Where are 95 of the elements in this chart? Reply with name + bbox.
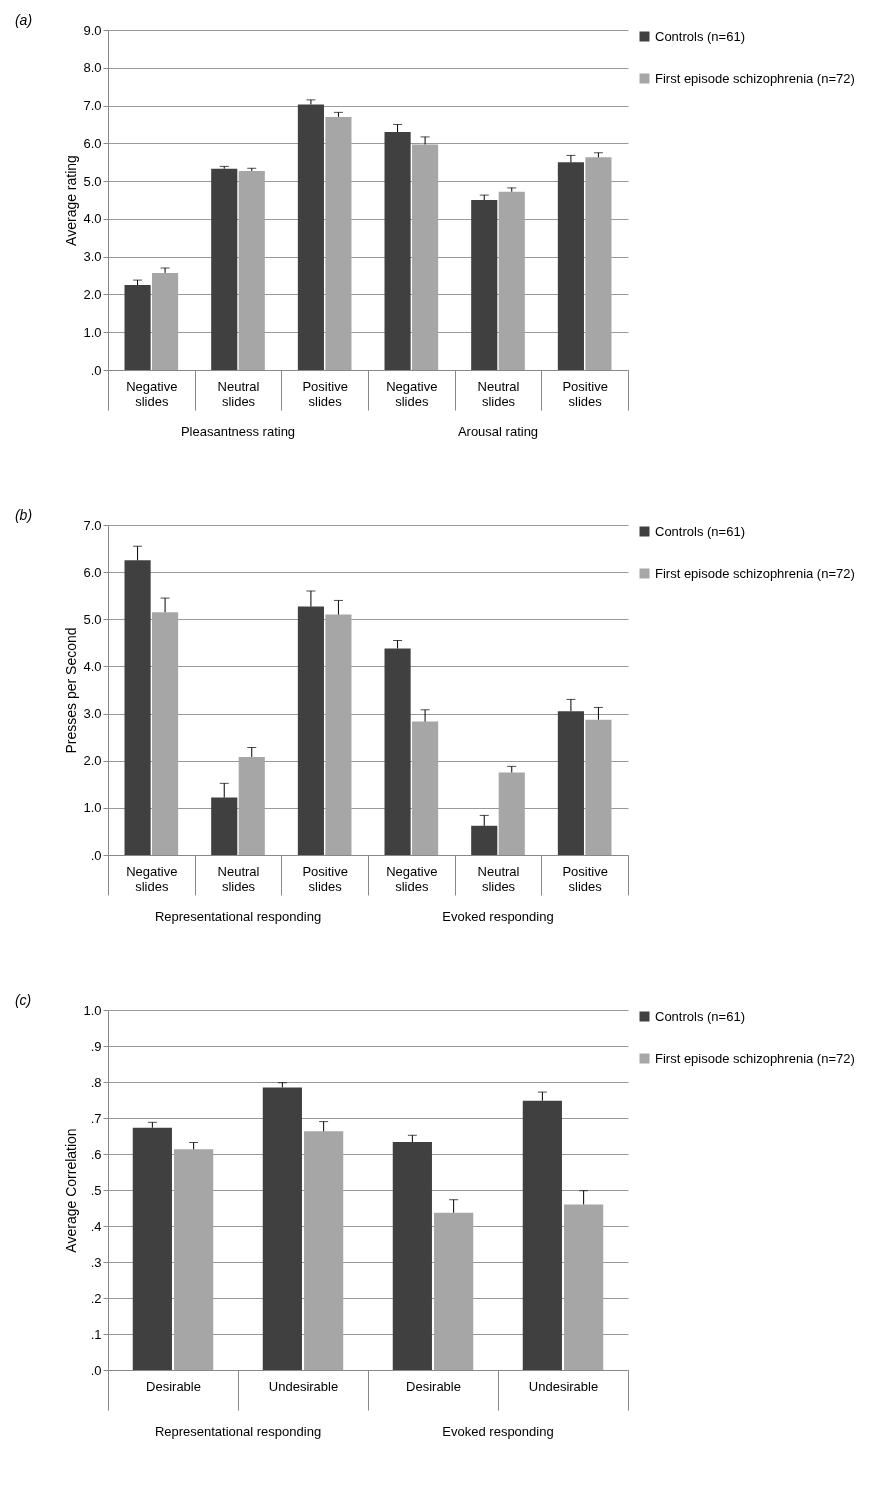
- y-tick-label: 5.0: [83, 173, 102, 189]
- legend-label: First episode schizophrenia (n=72): [655, 70, 855, 86]
- bar: [262, 1087, 302, 1370]
- y-tick-label: 7.0: [83, 517, 102, 533]
- bar: [498, 772, 525, 855]
- bar: [297, 606, 324, 855]
- y-tick-label: 2.0: [83, 286, 102, 302]
- x-tick-label: Undesirable: [268, 1378, 339, 1394]
- legend-label: First episode schizophrenia (n=72): [655, 565, 855, 581]
- bar: [585, 157, 612, 370]
- y-axis-title: Average Correlation: [63, 1128, 80, 1253]
- bar: [412, 721, 439, 855]
- chart-title: (c): [14, 992, 32, 1008]
- x-tick-label: Desirable: [146, 1378, 201, 1394]
- y-tick-label: .5: [90, 1182, 102, 1198]
- y-tick-label: 2.0: [83, 753, 102, 769]
- y-axis-title: Average rating: [63, 155, 80, 246]
- x-tick-label: Desirable: [406, 1378, 461, 1394]
- bar: [124, 560, 151, 855]
- y-tick-label: .2: [90, 1290, 102, 1306]
- bar: [557, 711, 584, 855]
- bar: [238, 170, 265, 370]
- text: Evoked responding: [442, 909, 554, 924]
- y-tick-label: .8: [90, 1074, 102, 1090]
- x-tick-label: Positive slides: [302, 378, 348, 409]
- y-tick-label: .1: [90, 1326, 102, 1342]
- bar: [325, 116, 352, 370]
- bar: [384, 648, 411, 855]
- y-tick-label: 8.0: [83, 60, 102, 76]
- bar: [211, 797, 238, 855]
- legend-label: Controls (n=61): [655, 28, 745, 44]
- y-tick-label: 4.0: [83, 658, 102, 674]
- legend-label: Controls (n=61): [655, 523, 745, 539]
- x-tick-label: Negative slides: [126, 863, 178, 894]
- bar: [557, 162, 584, 370]
- y-tick-label: 4.0: [83, 211, 102, 227]
- bar: [471, 200, 498, 370]
- y-tick-label: 1.0: [83, 800, 102, 816]
- y-tick-label: 3.0: [83, 249, 102, 265]
- x-tick-label: Neutral slides: [477, 378, 520, 409]
- x-tick-label: Neutral slides: [477, 863, 520, 894]
- x-tick-label: Negative slides: [126, 378, 178, 409]
- y-tick-label: .7: [90, 1110, 102, 1126]
- bar: [238, 756, 265, 855]
- y-tick-label: 5.0: [83, 611, 102, 627]
- bar: [211, 168, 238, 370]
- bar: [585, 719, 612, 855]
- text: Pleasantness rating: [180, 424, 296, 439]
- x-tick-label: Positive slides: [302, 863, 348, 894]
- y-tick-label: 9.0: [83, 22, 102, 38]
- y-tick-label: .9: [90, 1038, 102, 1054]
- legend-label: Controls (n=61): [655, 1008, 745, 1024]
- y-tick-label: 3.0: [83, 706, 102, 722]
- chart-title: (b): [14, 507, 33, 523]
- bar: [392, 1142, 432, 1370]
- text: Representational responding: [154, 1424, 322, 1439]
- x-tick-label: Positive slides: [562, 378, 608, 409]
- text: Evoked responding: [442, 1424, 554, 1439]
- x-tick-label: Neutral slides: [217, 863, 260, 894]
- bar: [174, 1149, 214, 1370]
- bar: [325, 614, 352, 855]
- y-tick-label: 1.0: [83, 324, 102, 340]
- text: Arousal rating: [457, 424, 539, 439]
- bar: [132, 1127, 172, 1370]
- bar: [564, 1204, 604, 1370]
- y-axis-title: Presses per Second: [63, 627, 80, 754]
- y-tick-label: .3: [90, 1254, 102, 1270]
- x-tick-label: Undesirable: [528, 1378, 599, 1394]
- y-tick-label: 6.0: [83, 135, 102, 151]
- y-tick-label: .0: [90, 1362, 102, 1378]
- y-tick-label: 6.0: [83, 564, 102, 580]
- y-tick-label: .0: [90, 362, 102, 378]
- text: Representational responding: [154, 909, 322, 924]
- y-tick-label: 7.0: [83, 98, 102, 114]
- bar: [384, 132, 411, 370]
- bar: [297, 104, 324, 370]
- chart-title: (a): [14, 12, 33, 28]
- x-tick-label: Negative slides: [386, 378, 438, 409]
- y-tick-label: .6: [90, 1146, 102, 1162]
- bar: [471, 825, 498, 855]
- bar: [152, 272, 179, 370]
- bar: [304, 1131, 344, 1370]
- y-tick-label: .0: [90, 847, 102, 863]
- legend-label: First episode schizophrenia (n=72): [655, 1050, 855, 1066]
- bar: [412, 144, 439, 370]
- bar: [522, 1100, 562, 1370]
- bar: [498, 191, 525, 370]
- x-tick-label: Positive slides: [562, 863, 608, 894]
- bar: [124, 285, 151, 370]
- bar: [434, 1212, 474, 1370]
- y-tick-label: .4: [90, 1218, 102, 1234]
- x-tick-label: Negative slides: [386, 863, 438, 894]
- bar: [152, 612, 179, 855]
- x-tick-label: Neutral slides: [217, 378, 260, 409]
- y-tick-label: 1.0: [83, 1002, 102, 1018]
